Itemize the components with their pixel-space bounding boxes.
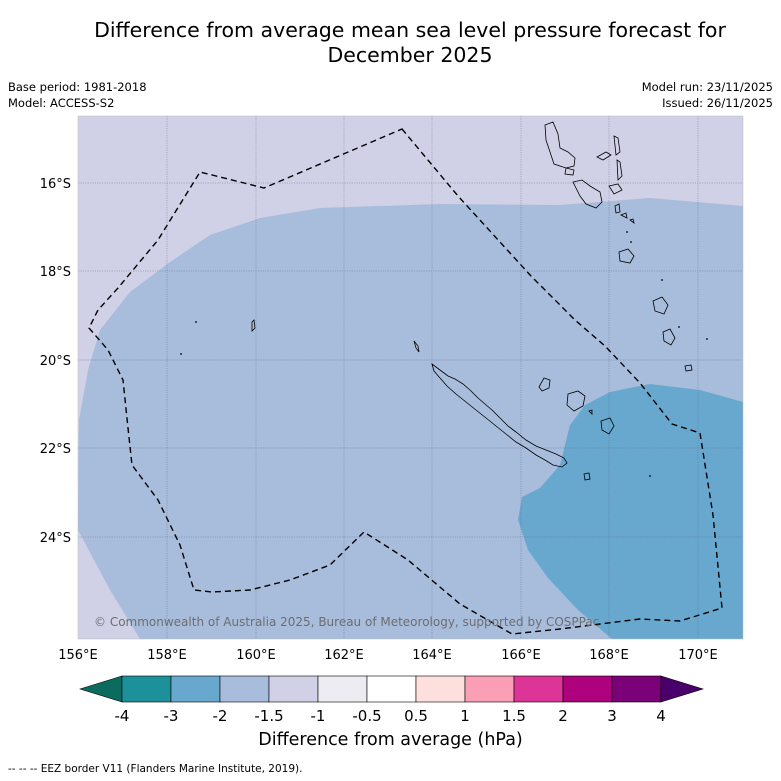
malo-island — [564, 167, 575, 176]
lat-label: 20°S — [40, 354, 71, 369]
lat-label: 16°S — [40, 177, 71, 192]
lat-label: 22°S — [40, 442, 71, 457]
colorbar-tick-label: -1 — [311, 707, 326, 725]
eez-border — [88, 128, 723, 635]
issued-date: Issued: 26/11/2025 — [662, 96, 773, 110]
colorbar-extend-max — [660, 675, 705, 703]
base-period: Base period: 1981-2018 — [8, 80, 147, 94]
vanuatu-islet — [661, 279, 663, 281]
tiga-island — [588, 409, 593, 415]
aneityum-island — [684, 364, 693, 372]
hunter-islet — [706, 338, 708, 340]
colorbar-ticks: -4 -3 -2 -1.5 -1 -0.5 0.5 1 1.5 2 3 4 — [115, 707, 666, 725]
chesterfield-island — [251, 319, 256, 332]
colorbar-bin — [366, 675, 417, 703]
colorbar-tick-label: 4 — [656, 707, 666, 725]
lat-label: 24°S — [40, 531, 71, 546]
colorbar-tick-label: 3 — [607, 707, 617, 725]
colorbar-bin — [415, 675, 466, 703]
copyright-credit: © Commonwealth of Australia 2025, Bureau… — [94, 615, 599, 629]
lon-label: 170°E — [678, 648, 718, 663]
lon-label: 166°E — [501, 648, 541, 663]
title-line-1: Difference from average mean sea level p… — [94, 18, 726, 42]
vanuatu-islet — [630, 241, 632, 243]
vanuatu-islet — [626, 231, 628, 233]
chart-title: Difference from average mean sea level p… — [40, 18, 780, 68]
futuna-islet — [678, 326, 680, 328]
efate-island — [618, 248, 635, 264]
espiritu-santo-island — [544, 121, 576, 169]
title-line-2: December 2025 — [327, 43, 493, 67]
epi-island — [614, 203, 621, 214]
colorbar-label: Difference from average (hPa) — [258, 730, 523, 750]
colorbar-bin — [464, 675, 515, 703]
colorbar-bin — [268, 675, 319, 703]
map-frame — [77, 115, 744, 640]
longitude-labels: 156°E 158°E 160°E 162°E 164°E 166°E 168°… — [58, 648, 718, 663]
colorbar-tick-label: -0.5 — [352, 707, 381, 725]
lon-label: 168°E — [589, 648, 629, 663]
meta-left: Base period: 1981-2018 Model: ACCESS-S2 — [8, 79, 147, 111]
graticule — [78, 116, 743, 639]
ambrym-island — [608, 183, 623, 195]
model-name: Model: ACCESS-S2 — [8, 96, 115, 110]
map-panel: © Commonwealth of Australia 2025, Bureau… — [78, 116, 743, 639]
colorbar-tick-label: 0.5 — [404, 707, 428, 725]
ouvea-island — [538, 377, 551, 392]
maewo-island — [613, 135, 621, 156]
colorbar-tick-label: -4 — [115, 707, 130, 725]
colorbar-bin — [317, 675, 368, 703]
isle-of-pines — [583, 472, 591, 481]
lon-label: 164°E — [412, 648, 452, 663]
belep-islands — [413, 340, 420, 353]
ambae-island — [596, 151, 612, 161]
shepherd-islands — [620, 212, 635, 224]
colorbar-tick-label: 2 — [558, 707, 568, 725]
colorbar-bin — [562, 675, 613, 703]
reef-islet — [195, 321, 197, 323]
malekula-island — [572, 179, 603, 209]
meta-right: Model run: 23/11/2025 Issued: 26/11/2025 — [642, 79, 773, 111]
colorbar-bin — [219, 675, 270, 703]
tanna-island — [662, 328, 676, 346]
lon-label: 160°E — [236, 648, 276, 663]
lon-label: 156°E — [58, 648, 98, 663]
mare-island — [600, 417, 615, 435]
colorbar-bin — [611, 675, 662, 703]
new-caledonia-island — [431, 362, 568, 468]
colorbar-bin — [170, 675, 221, 703]
model-run: Model run: 23/11/2025 — [641, 80, 773, 94]
colorbar-bin — [513, 675, 564, 703]
colorbar-tick-label: -3 — [164, 707, 179, 725]
anomaly-region-strong — [518, 384, 743, 639]
colorbar-tick-label: 1.5 — [502, 707, 526, 725]
colorbar-bin — [121, 675, 172, 703]
latitude-labels: 16°S 18°S 20°S 22°S 24°S — [40, 177, 71, 546]
colorbar-extend-min — [78, 675, 123, 703]
pentecost-island — [616, 159, 623, 181]
colorbar-tick-label: -2 — [213, 707, 228, 725]
lon-label: 162°E — [324, 648, 364, 663]
lifou-island — [566, 390, 586, 412]
lon-label: 158°E — [147, 648, 187, 663]
eez-legend-footer: -- -- -- EEZ border V11 (Flanders Marine… — [8, 763, 303, 775]
colorbar: -4 -3 -2 -1.5 -1 -0.5 0.5 1 1.5 2 3 4 — [78, 675, 705, 725]
lat-label: 18°S — [40, 265, 71, 280]
colorbar-bins — [121, 675, 662, 703]
colorbar-tick-label: -1.5 — [254, 707, 283, 725]
reef-islet — [180, 353, 182, 355]
colorbar-tick-label: 1 — [460, 707, 470, 725]
erromango-island — [652, 296, 669, 315]
walpole-islet — [649, 475, 651, 477]
